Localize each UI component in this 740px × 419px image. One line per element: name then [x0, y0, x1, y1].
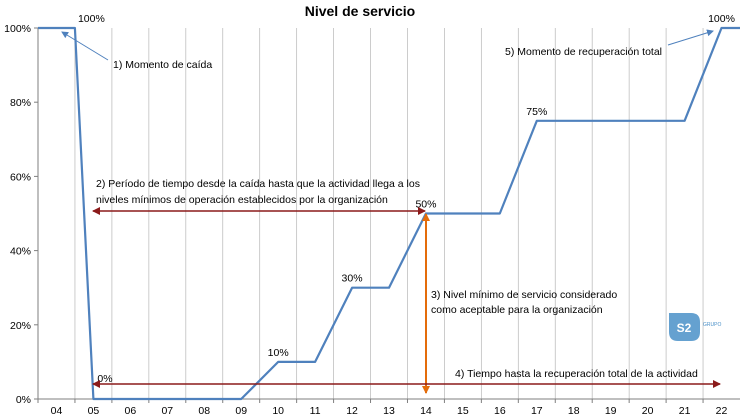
- annotation-3-line1: 3) Nivel mínimo de servicio considerado: [431, 289, 617, 301]
- arrow-5: [667, 29, 714, 46]
- x-tick-label: 19: [605, 405, 617, 417]
- y-tick-label: 0%: [16, 394, 31, 406]
- data-label: 100%: [78, 13, 105, 25]
- series-nivel: [38, 26, 740, 401]
- y-tick-label: 20%: [10, 320, 31, 332]
- data-label: 100%: [708, 13, 735, 25]
- x-tick-label: 21: [679, 405, 691, 417]
- x-tick-label: 18: [568, 405, 580, 417]
- annotation-2-line1: 2) Período de tiempo desde la caída hast…: [96, 178, 420, 190]
- axes: [34, 27, 740, 403]
- s2-grupo-logo: S2 GRUPO: [669, 313, 721, 341]
- data-label: 75%: [526, 106, 547, 118]
- x-tick-label: 10: [272, 405, 284, 417]
- annotations: 1) Momento de caída 2) Período de tiempo…: [96, 46, 698, 380]
- x-tick-label: 13: [383, 405, 395, 417]
- y-tick-label: 60%: [10, 171, 31, 183]
- x-tick-label: 17: [531, 405, 543, 417]
- x-tick-label: 12: [346, 405, 358, 417]
- annotation-2-line2: niveles mínimos de operación establecido…: [96, 194, 388, 206]
- data-label: 10%: [268, 347, 289, 359]
- y-tick-label: 40%: [10, 246, 31, 258]
- series-line: [38, 26, 740, 401]
- grid-lines: [74, 28, 704, 399]
- annotation-arrows: [61, 29, 721, 394]
- x-tick-label: 09: [235, 405, 247, 417]
- annotation-1: 1) Momento de caída: [113, 59, 212, 71]
- data-label: 30%: [342, 273, 363, 285]
- annotation-5: 5) Momento de recuperación total: [505, 46, 662, 58]
- x-tick-label: 14: [420, 405, 432, 417]
- annotation-4: 4) Tiempo hasta la recuperación total de…: [455, 368, 698, 380]
- arrow-1: [61, 31, 109, 61]
- x-tick-labels: 04 05 06 07 08 09 10 11 12 13 14 15 16 17 18 19 20 21 22: [51, 405, 728, 417]
- x-tick-label: 07: [161, 405, 173, 417]
- y-tick-labels: 0% 20% 40% 60% 80% 100%: [4, 23, 31, 406]
- x-tick-label: 22: [716, 405, 728, 417]
- x-tick-label: 08: [198, 405, 210, 417]
- logo-text: S2: [677, 321, 692, 335]
- x-tick-label: 04: [51, 405, 63, 417]
- x-tick-label: 11: [310, 405, 321, 417]
- y-tick-label: 100%: [4, 23, 31, 35]
- chart-title: Nivel de servicio: [305, 3, 416, 19]
- x-tick-label: 20: [642, 405, 654, 417]
- data-labels: 100% 0% 10% 30% 50% 75% 100%: [78, 13, 735, 385]
- x-tick-label: 06: [125, 405, 137, 417]
- x-tick-label: 16: [494, 405, 506, 417]
- x-tick-label: 15: [457, 405, 469, 417]
- annotation-3-line2: como aceptable para la organización: [431, 304, 603, 316]
- x-tick-label: 05: [88, 405, 100, 417]
- y-tick-label: 80%: [10, 97, 31, 109]
- data-label: 50%: [415, 199, 436, 211]
- logo-subtext: GRUPO: [703, 322, 721, 328]
- data-label: 0%: [97, 373, 112, 385]
